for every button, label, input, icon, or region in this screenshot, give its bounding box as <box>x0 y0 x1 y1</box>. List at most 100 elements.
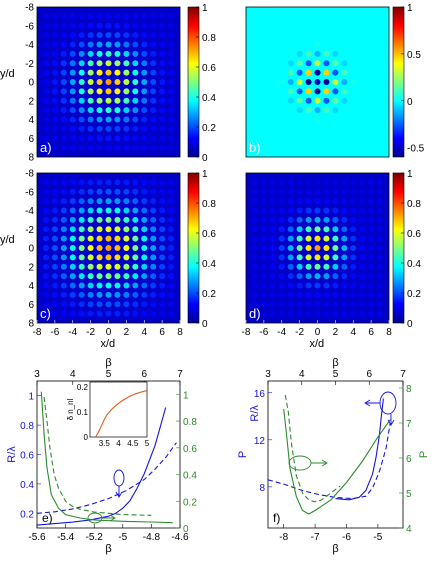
colorbar-tick-label: 0 <box>202 319 208 330</box>
lattice-spot <box>350 291 357 298</box>
green-indicator-arrow <box>102 514 116 522</box>
lattice-spot <box>51 254 58 261</box>
lattice-spot <box>132 135 139 142</box>
lattice-spot <box>123 97 130 104</box>
lattice-spot <box>69 116 76 123</box>
lattice-spot <box>123 69 130 76</box>
lattice-spot <box>105 282 112 289</box>
lattice-spot <box>132 78 139 86</box>
lattice-spot <box>141 235 148 242</box>
lattice-spot <box>150 263 157 270</box>
lattice-spot <box>278 301 285 308</box>
lattice-spot <box>287 235 294 242</box>
panel-label: a) <box>40 140 52 155</box>
lattice-spot <box>278 226 285 233</box>
lattice-spot <box>168 235 175 242</box>
lattice-spot <box>168 216 175 223</box>
lattice-spot <box>377 216 384 223</box>
x-tick-label: -6 <box>342 532 351 543</box>
lattice-spot <box>341 263 348 270</box>
lattice-spot <box>60 116 67 123</box>
lattice-spot <box>314 188 321 195</box>
inset-y-tick-label: 0.1 <box>77 408 89 417</box>
lattice-spot <box>287 69 294 76</box>
lattice-spot <box>78 301 85 308</box>
lattice-spot <box>69 301 76 308</box>
lattice-spot <box>42 125 49 132</box>
lattice-spot <box>69 179 76 186</box>
lattice-spot <box>141 97 148 104</box>
lattice-spot <box>42 60 49 67</box>
map-frame <box>36 6 181 158</box>
lattice-spot <box>132 254 139 261</box>
lattice-spot <box>150 235 157 242</box>
lattice-spot <box>332 97 339 104</box>
lattice-spot <box>278 216 285 223</box>
map-panel-c: c)-8 -6 -4 -2 0 2 4 6 8-8-6-4-202468y/dx/d10.80.… <box>0 169 216 351</box>
lattice-spot <box>114 50 121 57</box>
lattice-spot <box>314 244 321 252</box>
lattice-spot <box>332 263 339 270</box>
colorbar-gradient <box>392 6 405 158</box>
lattice-spot <box>69 263 76 270</box>
lattice-spot <box>132 198 139 205</box>
top-x-tick-label: 7 <box>177 369 183 380</box>
lattice-spot <box>305 69 312 76</box>
lattice-spot <box>141 107 148 114</box>
lattice-spot <box>341 198 348 205</box>
lattice-spot <box>141 179 148 186</box>
lattice-spot <box>332 244 339 252</box>
left-y-tick-label: 16 <box>254 389 266 400</box>
lattice-spot <box>341 226 348 233</box>
lattice-spot <box>60 50 67 57</box>
lattice-spot <box>78 198 85 205</box>
lattice-spot <box>132 50 139 57</box>
lattice-spot <box>278 78 285 86</box>
lattice-spot <box>377 188 384 195</box>
lattice-spot <box>60 291 67 298</box>
lattice-spot <box>69 188 76 195</box>
lattice-spot <box>150 125 157 132</box>
lattice-spot <box>159 301 166 308</box>
lattice-spot <box>159 235 166 242</box>
inset-x-tick-label: 5 <box>145 439 150 448</box>
lattice-spot <box>332 207 339 214</box>
lattice-spot <box>123 273 130 280</box>
lattice-spot <box>159 97 166 104</box>
lattice-spot <box>123 310 130 317</box>
y-tick-label: -8 <box>25 3 34 14</box>
lattice-spot <box>96 60 103 67</box>
lattice-spot <box>159 207 166 214</box>
lattice-spot <box>60 216 67 223</box>
lattice-spot <box>278 179 285 186</box>
lattice-spot <box>332 235 339 242</box>
colorbar-tick-label: 0.8 <box>202 33 216 44</box>
lattice-spot <box>105 263 112 270</box>
lattice-spot <box>150 69 157 76</box>
lattice-spot <box>359 301 366 308</box>
lattice-spot <box>51 291 58 298</box>
lattice-spot <box>168 13 175 20</box>
lattice-spot <box>69 41 76 48</box>
lattice-spot <box>377 179 384 186</box>
lattice-spot <box>368 198 375 205</box>
lattice-spot <box>78 50 85 57</box>
lattice-spot <box>296 235 303 242</box>
lattice-spot <box>78 125 85 132</box>
lattice-spot <box>141 254 148 261</box>
lattice-spot <box>141 50 148 57</box>
lattice-spot <box>278 254 285 261</box>
lattice-spot <box>69 60 76 67</box>
lattice-spot <box>141 301 148 308</box>
lattice-spot <box>269 291 276 298</box>
lattice-spot <box>269 226 276 233</box>
lattice-spot <box>105 97 112 104</box>
lattice-spot <box>141 207 148 214</box>
lattice-spot <box>132 97 139 104</box>
lattice-spot <box>287 97 294 104</box>
lattice-spot <box>323 216 330 223</box>
x-axis-label: x/d <box>101 338 116 350</box>
colorbar-tick-label: 0.2 <box>202 123 216 134</box>
colorbar-gradient <box>187 6 200 158</box>
